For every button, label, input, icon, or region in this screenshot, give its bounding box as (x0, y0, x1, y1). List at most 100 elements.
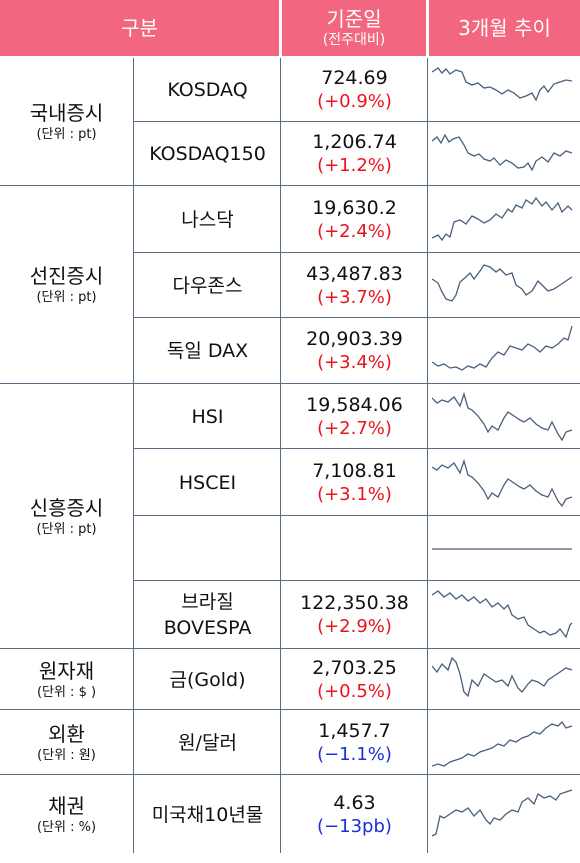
index-name: 브라질 (181, 591, 234, 613)
divider (0, 774, 580, 775)
group-fx: 외환 (단위 : 원) (0, 711, 133, 774)
index-name: 독일 DAX (166, 340, 249, 362)
index-change: (+2.4%) (317, 220, 392, 242)
group-developed: 선진증시 (단위 : pt) (0, 187, 133, 383)
index-change: (+3.1%) (317, 483, 392, 505)
divider (0, 648, 580, 649)
sparkline-gold (432, 656, 573, 698)
index-change: (+1.2%) (317, 155, 392, 176)
row-name: KOSDAQ150 (135, 123, 280, 185)
group-name: 외환 (48, 721, 85, 746)
divider (133, 58, 134, 853)
index-value: 4.63 (333, 791, 376, 814)
row-value: 4.63 (−13pb) (282, 776, 427, 853)
row-name: 다우존스 (135, 254, 280, 317)
index-name: 원/달러 (178, 731, 237, 754)
row-value: 19,584.06 (+2.7%) (282, 385, 427, 448)
row-value: 724.69 (+0.9%) (282, 58, 427, 121)
divider (0, 709, 580, 710)
divider (427, 58, 428, 853)
row-name: HSI (135, 385, 280, 448)
row-value: 7,108.81 (+3.1%) (282, 450, 427, 515)
index-value: 724.69 (321, 66, 388, 89)
header-category-label: 구분 (121, 16, 158, 40)
index-value: 1,457.7 (318, 719, 391, 742)
index-value: 122,350.38 (300, 592, 409, 614)
row-value: 1,206.74 (+1.2%) (282, 123, 427, 185)
sparkline-bovespa (432, 590, 573, 639)
index-name: HSCEI (178, 471, 237, 494)
divider (133, 448, 580, 449)
row-name: 금(Gold) (135, 650, 280, 709)
header-trend-label: 3개월 추이 (458, 16, 551, 40)
row-value (282, 517, 427, 580)
row-name (135, 517, 280, 580)
group-name: 선진증시 (29, 264, 104, 288)
row-name: 미국채10년물 (135, 776, 280, 853)
row-value: 19,630.2 (+2.4%) (282, 187, 427, 252)
index-name: 다우존스 (172, 274, 243, 297)
sparkline-usdkrw (432, 720, 573, 767)
group-commodity: 원자재 (단위 : $ ) (0, 650, 133, 709)
index-change: (−13pb) (317, 815, 392, 837)
sparkline-hscei (432, 458, 573, 508)
header-category: 구분 (0, 0, 279, 56)
index-value: 19,630.2 (312, 196, 397, 219)
index-change: (+2.9%) (317, 616, 392, 637)
group-domestic: 국내증시 (단위 : pt) (0, 58, 133, 185)
index-value: 43,487.83 (306, 262, 403, 285)
sparkline-kosdaq (432, 67, 573, 102)
header-base-date-label: 기준일 (326, 7, 382, 31)
sparkline-dax (432, 325, 573, 371)
index-name: 미국채10년물 (151, 803, 264, 826)
index-change: (+0.9%) (317, 90, 392, 112)
index-change: (+0.5%) (317, 680, 392, 702)
group-name: 신흥증시 (29, 495, 104, 520)
row-value: 2,703.25 (+0.5%) (282, 650, 427, 709)
group-unit: (단위 : pt) (36, 290, 97, 305)
index-name-line2: BOVESPA (163, 617, 252, 639)
index-name: 나스닥 (181, 208, 234, 231)
group-name: 원자재 (38, 658, 95, 683)
divider (0, 383, 580, 384)
header-trend: 3개월 추이 (429, 0, 580, 56)
row-name: 브라질 BOVESPA (135, 582, 280, 648)
sparkline-nasdaq (432, 196, 573, 242)
index-value: 2,703.25 (312, 656, 397, 679)
row-value: 43,487.83 (+3.7%) (282, 254, 427, 317)
group-name: 국내증시 (29, 100, 104, 125)
divider (133, 580, 580, 581)
group-unit: (단위 : $ ) (36, 684, 97, 700)
group-unit: (단위 : 원) (37, 747, 96, 763)
index-value: 1,206.74 (312, 131, 397, 153)
row-name: 원/달러 (135, 711, 280, 774)
index-value: 20,903.39 (306, 328, 403, 350)
header-base-date: 기준일 (전주대비) (282, 0, 426, 56)
index-change: (+3.4%) (317, 352, 392, 373)
index-change: (+3.7%) (317, 286, 392, 308)
index-name: 금(Gold) (169, 668, 246, 691)
divider (133, 317, 580, 318)
row-value: 1,457.7 (−1.1%) (282, 711, 427, 774)
row-name: 독일 DAX (135, 319, 280, 383)
divider (0, 185, 580, 186)
sparkline-ust10y (432, 789, 573, 837)
index-value: 7,108.81 (312, 459, 397, 482)
divider (280, 58, 281, 853)
row-name: KOSDAQ (135, 58, 280, 121)
index-change: (−1.1%) (317, 743, 392, 765)
group-emerging: 신흥증시 (단위 : pt) (0, 385, 133, 648)
row-value: 122,350.38 (+2.9%) (282, 582, 427, 648)
sparkline-kosdaq150 (432, 133, 573, 172)
index-name: KOSDAQ (167, 78, 248, 101)
index-value: 19,584.06 (306, 393, 403, 416)
row-name: HSCEI (135, 450, 280, 515)
group-bond: 채권 (단위 : %) (0, 776, 133, 853)
index-name: KOSDAQ150 (149, 143, 266, 165)
group-unit: (단위 : pt) (36, 126, 97, 142)
group-unit: (단위 : %) (36, 819, 97, 835)
row-name: 나스닥 (135, 187, 280, 252)
header-base-date-sub: (전주대비) (322, 32, 386, 48)
sparkline-dowjones (432, 264, 573, 302)
sparkline-hsi (432, 391, 573, 442)
